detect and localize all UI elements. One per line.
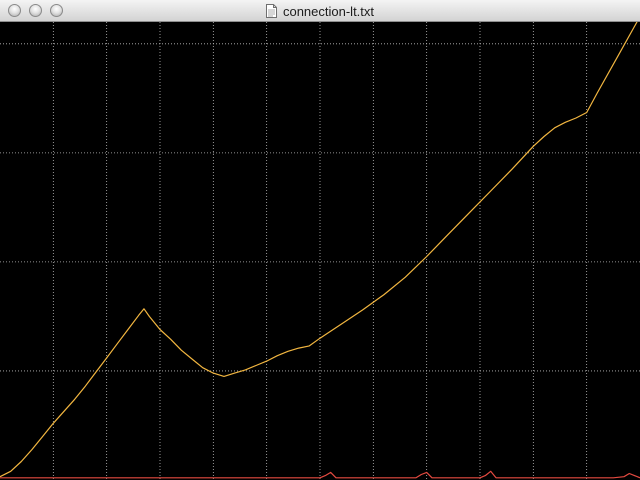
grid-lines bbox=[0, 22, 640, 480]
close-button[interactable] bbox=[8, 4, 21, 17]
zoom-button[interactable] bbox=[50, 4, 63, 17]
window-title: connection-lt.txt bbox=[282, 3, 375, 19]
series-group bbox=[0, 22, 640, 479]
title-bar[interactable]: connection-lt.txt bbox=[0, 0, 640, 22]
line-chart bbox=[0, 22, 640, 480]
plot-area bbox=[0, 22, 640, 480]
series-line-1 bbox=[0, 22, 638, 478]
text-document-icon bbox=[265, 4, 277, 18]
series-line-2 bbox=[0, 470, 640, 479]
minimize-button[interactable] bbox=[29, 4, 42, 17]
